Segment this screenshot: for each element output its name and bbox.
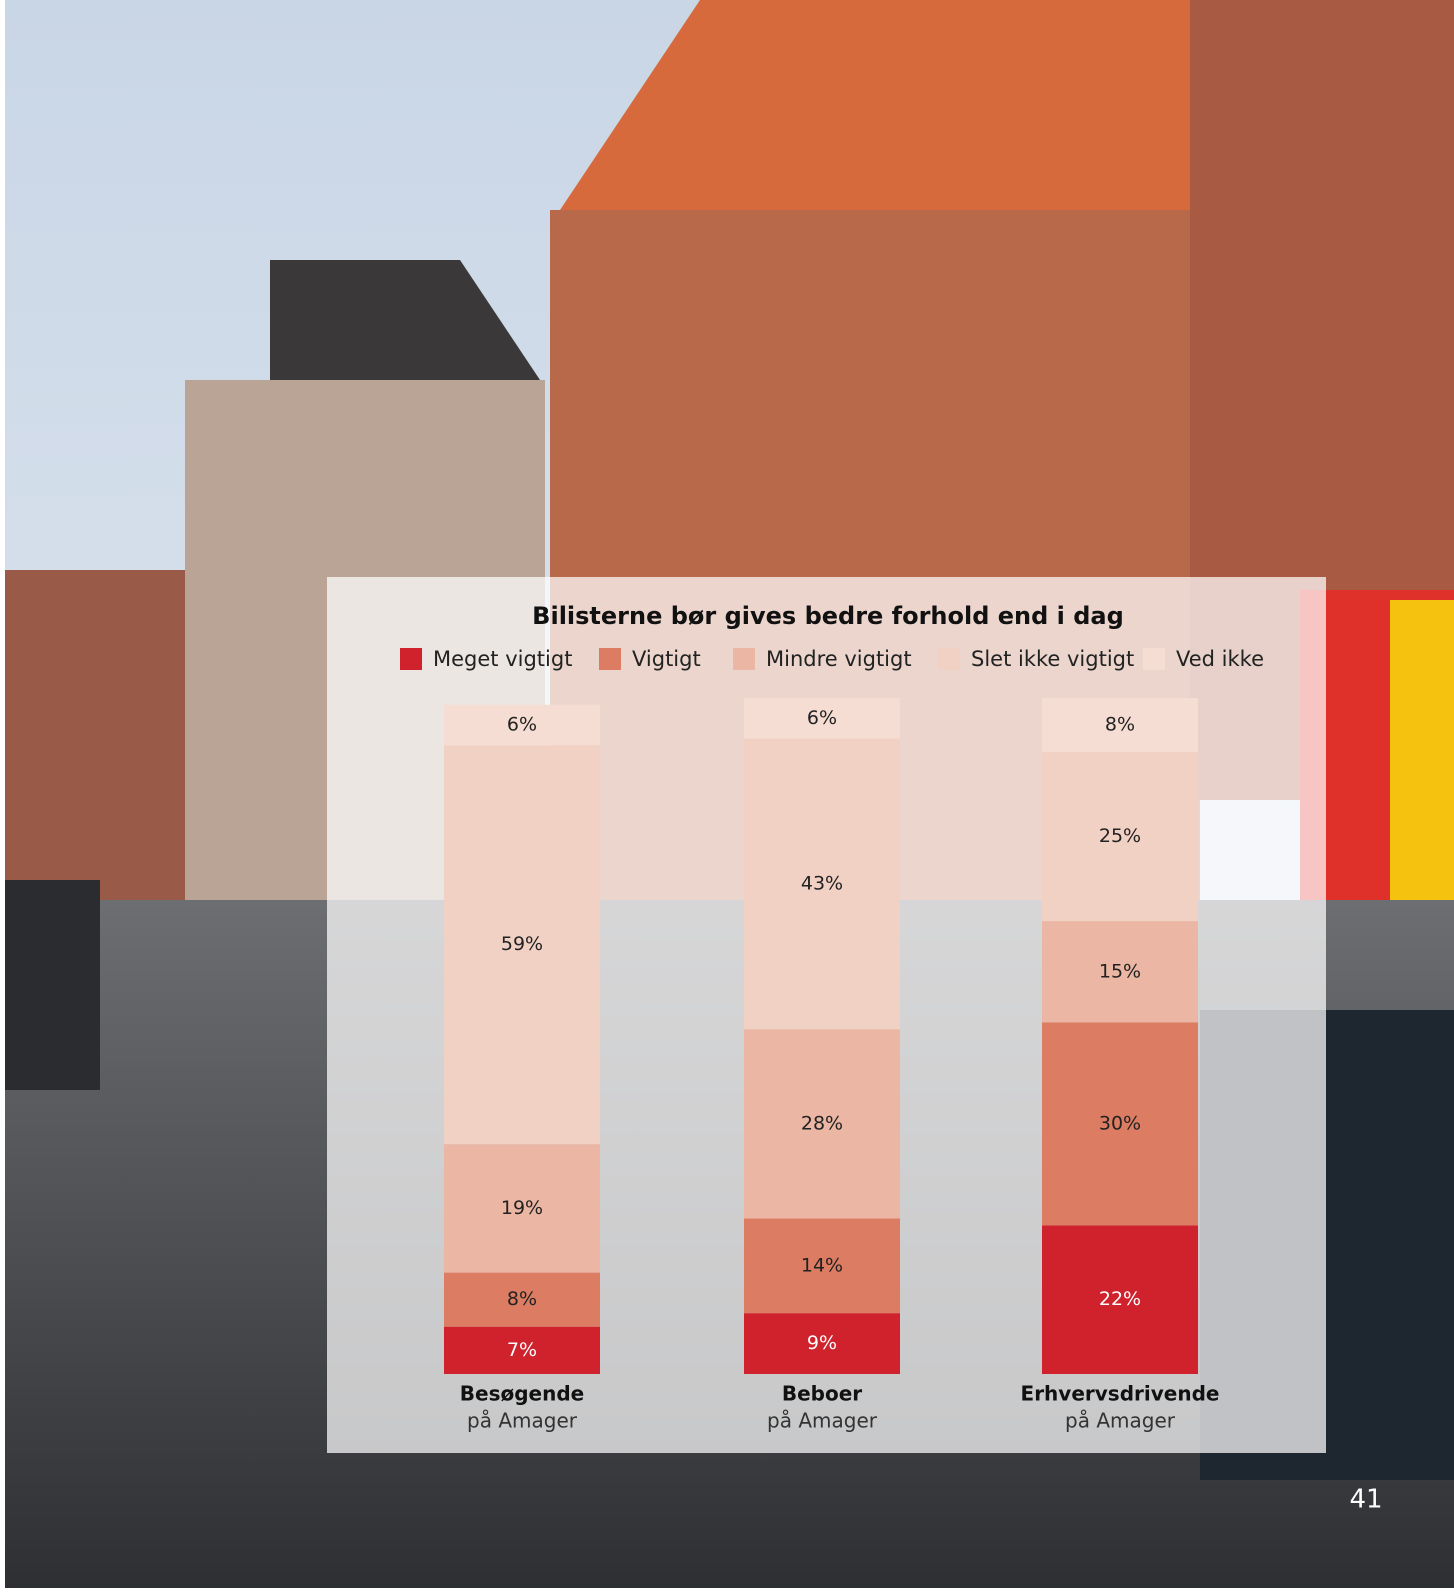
data-label: 28% [801, 1112, 843, 1134]
page: Bilisterne bør gives bedre forhold end i… [0, 0, 1454, 1588]
legend-swatch [400, 648, 422, 670]
legend-label: Slet ikke vigtigt [971, 647, 1134, 671]
legend-label: Vigtigt [632, 647, 701, 671]
legend-label: Mindre vigtigt [766, 647, 912, 671]
legend-swatch [733, 648, 755, 670]
data-label: 25% [1099, 825, 1141, 847]
chart-title: Bilisterne bør gives bedre forhold end i… [532, 602, 1124, 630]
legend-swatch [599, 648, 621, 670]
data-label: 59% [501, 933, 543, 955]
data-label: 8% [1105, 714, 1135, 736]
data-label: 8% [507, 1288, 537, 1310]
legend-swatch [1143, 648, 1165, 670]
x-tick-label: Erhvervsdrivende [1021, 1382, 1220, 1406]
data-label: 6% [807, 707, 837, 729]
x-tick-sublabel: på Amager [1065, 1409, 1176, 1433]
legend-label: Ved ikke [1176, 647, 1264, 671]
data-label: 9% [807, 1332, 837, 1354]
data-label: 19% [501, 1197, 543, 1219]
x-tick-sublabel: på Amager [467, 1409, 578, 1433]
data-label: 22% [1099, 1288, 1141, 1310]
legend-label: Meget vigtigt [433, 647, 572, 671]
x-tick-label: Besøgende [460, 1382, 584, 1406]
data-label: 15% [1099, 960, 1141, 982]
data-label: 6% [507, 714, 537, 736]
x-tick-sublabel: på Amager [767, 1409, 878, 1433]
data-label: 43% [801, 872, 843, 894]
data-label: 30% [1099, 1112, 1141, 1134]
x-tick-label: Beboer [782, 1382, 862, 1406]
data-label: 7% [507, 1339, 537, 1361]
data-label: 14% [801, 1254, 843, 1276]
page-number: 41 [1349, 1485, 1382, 1515]
legend-swatch [938, 648, 960, 670]
